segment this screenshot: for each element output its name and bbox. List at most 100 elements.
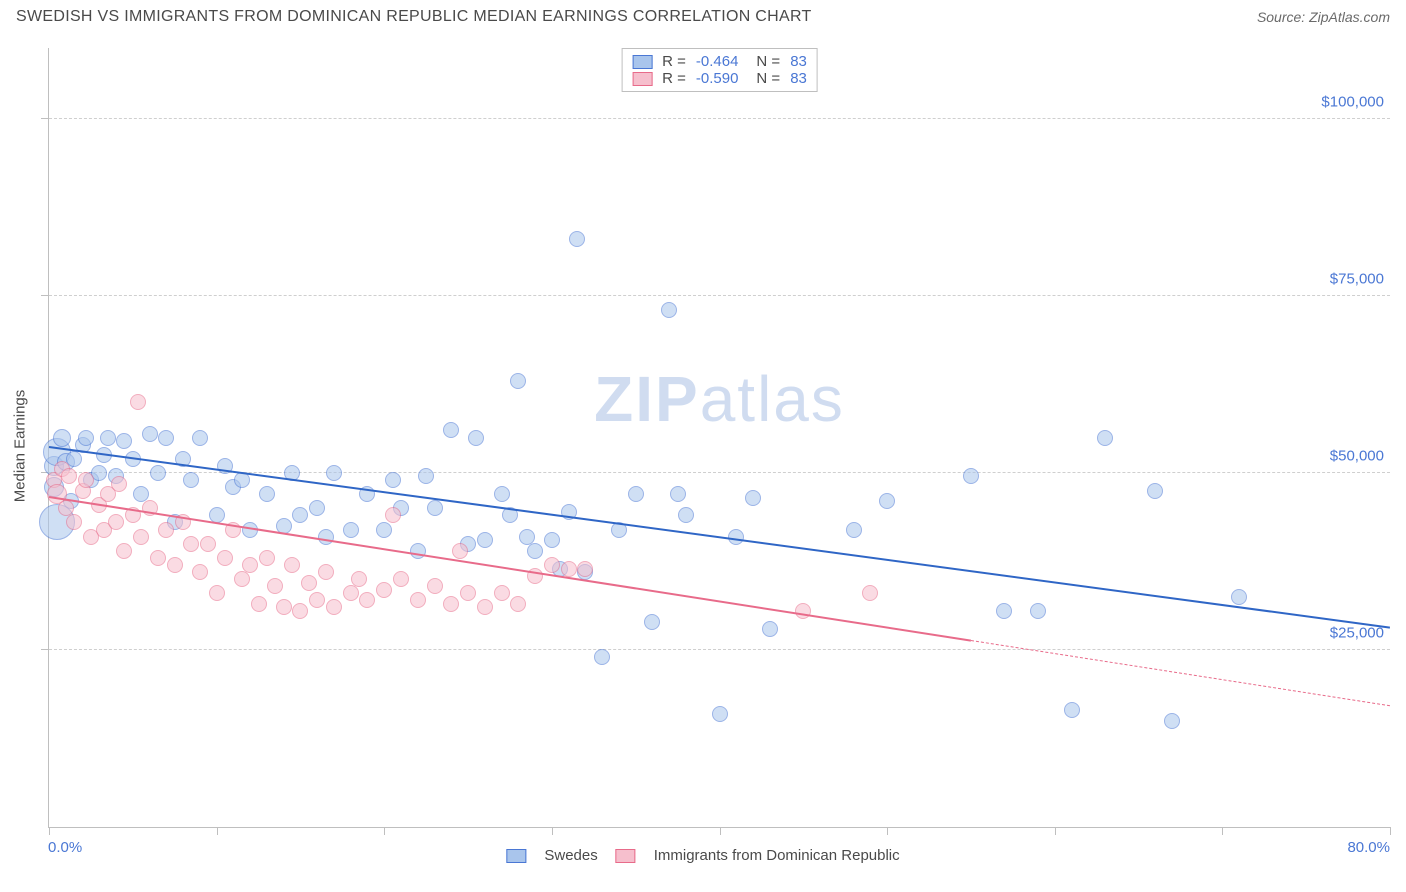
scatter-point — [661, 302, 677, 318]
scatter-point — [284, 557, 300, 573]
scatter-point — [234, 571, 250, 587]
scatter-point — [1064, 702, 1080, 718]
scatter-point — [200, 536, 216, 552]
scatter-point — [1030, 603, 1046, 619]
scatter-point — [427, 578, 443, 594]
gridline — [49, 118, 1390, 119]
legend-swatch — [506, 849, 526, 863]
scatter-point — [292, 507, 308, 523]
scatter-point — [544, 557, 560, 573]
scatter-point — [183, 472, 199, 488]
scatter-point — [1097, 430, 1113, 446]
scatter-point — [78, 430, 94, 446]
r-value: -0.590 — [696, 70, 739, 87]
scatter-point — [242, 557, 258, 573]
scatter-point — [569, 231, 585, 247]
scatter-point — [343, 522, 359, 538]
scatter-point — [259, 486, 275, 502]
scatter-point — [318, 564, 334, 580]
scatter-point — [477, 599, 493, 615]
scatter-point — [418, 468, 434, 484]
source-attribution: Source: ZipAtlas.com — [1257, 9, 1390, 25]
correlation-legend: R = -0.464 N = 83R = -0.590 N = 83 — [621, 48, 818, 92]
x-tick — [720, 827, 721, 835]
scatter-point — [862, 585, 878, 601]
scatter-point — [100, 430, 116, 446]
scatter-point — [267, 578, 283, 594]
scatter-point — [111, 476, 127, 492]
scatter-point — [108, 514, 124, 530]
scatter-point — [66, 514, 82, 530]
scatter-point — [762, 621, 778, 637]
scatter-point — [1164, 713, 1180, 729]
scatter-point — [1231, 589, 1247, 605]
scatter-point — [167, 557, 183, 573]
scatter-point — [510, 373, 526, 389]
scatter-point — [644, 614, 660, 630]
x-tick — [1055, 827, 1056, 835]
scatter-point — [309, 500, 325, 516]
gridline — [49, 649, 1390, 650]
scatter-point — [1147, 483, 1163, 499]
n-label: N = — [756, 53, 780, 70]
r-label: R = — [662, 70, 686, 87]
legend-swatch — [632, 55, 652, 69]
scatter-point — [292, 603, 308, 619]
x-axis-max-label: 80.0% — [1347, 839, 1390, 856]
y-tick-label: $75,000 — [1330, 270, 1384, 287]
scatter-point — [712, 706, 728, 722]
y-tick-label: $25,000 — [1330, 624, 1384, 641]
scatter-point — [963, 468, 979, 484]
scatter-point — [879, 493, 895, 509]
scatter-point — [468, 430, 484, 446]
scatter-point — [133, 529, 149, 545]
scatter-point — [427, 500, 443, 516]
legend-stat-row: R = -0.590 N = 83 — [632, 70, 807, 87]
scatter-point — [192, 430, 208, 446]
scatter-point — [301, 575, 317, 591]
r-value: -0.464 — [696, 53, 739, 70]
scatter-point — [142, 426, 158, 442]
scatter-point — [846, 522, 862, 538]
scatter-point — [309, 592, 325, 608]
scatter-point — [561, 561, 577, 577]
x-tick — [887, 827, 888, 835]
legend-series-label: Swedes — [544, 847, 597, 864]
n-value: 83 — [790, 70, 807, 87]
scatter-point — [209, 585, 225, 601]
scatter-point — [410, 592, 426, 608]
scatter-point — [217, 550, 233, 566]
scatter-point — [393, 571, 409, 587]
scatter-point — [259, 550, 275, 566]
scatter-point — [343, 585, 359, 601]
regression-line — [971, 640, 1390, 706]
y-tick-label: $50,000 — [1330, 447, 1384, 464]
n-value: 83 — [790, 53, 807, 70]
scatter-point — [745, 490, 761, 506]
x-axis-min-label: 0.0% — [48, 839, 82, 856]
scatter-point — [359, 592, 375, 608]
n-label: N = — [756, 70, 780, 87]
y-tick — [41, 649, 49, 650]
watermark: ZIPatlas — [594, 362, 845, 436]
scatter-point — [678, 507, 694, 523]
scatter-point — [158, 430, 174, 446]
scatter-point — [385, 472, 401, 488]
chart-plot-area: ZIPatlas R = -0.464 N = 83R = -0.590 N = 83 $2… — [48, 48, 1390, 828]
y-axis-label: Median Earnings — [12, 390, 29, 503]
scatter-point — [795, 603, 811, 619]
scatter-point — [477, 532, 493, 548]
scatter-point — [61, 468, 77, 484]
y-tick — [41, 118, 49, 119]
scatter-point — [494, 486, 510, 502]
scatter-point — [158, 522, 174, 538]
scatter-point — [443, 596, 459, 612]
scatter-point — [544, 532, 560, 548]
scatter-point — [251, 596, 267, 612]
scatter-point — [192, 564, 208, 580]
scatter-point — [376, 582, 392, 598]
y-tick-label: $100,000 — [1321, 93, 1384, 110]
header: SWEDISH VS IMMIGRANTS FROM DOMINICAN REP… — [0, 0, 1406, 30]
x-tick — [217, 827, 218, 835]
scatter-point — [628, 486, 644, 502]
